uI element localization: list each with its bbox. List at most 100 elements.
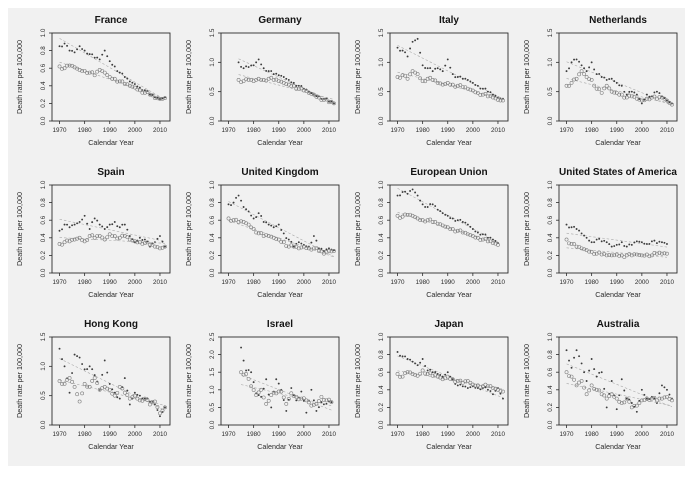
y-tick-label: 0.6 xyxy=(547,367,554,376)
y-axis-ticks: 0.0 0.5 1.0 1.5 xyxy=(378,28,390,125)
panel-title: Israel xyxy=(267,319,293,330)
x-tick-label: 1980 xyxy=(247,127,262,134)
y-tick-label: 0.4 xyxy=(40,81,47,90)
y-tick-label: 0.6 xyxy=(209,215,216,224)
x-tick-label: 2000 xyxy=(466,431,481,438)
y-tick-label: 1.0 xyxy=(40,361,47,370)
y-axis-label: Death rate per 100,000 xyxy=(522,344,531,418)
plot-box xyxy=(389,336,509,426)
x-axis-ticks: 1970 1980 1990 2000 2010 xyxy=(560,425,674,438)
x-tick-label: 1970 xyxy=(53,431,68,438)
y-tick-label: 1.5 xyxy=(378,28,385,37)
x-axis-label: Calendar Year xyxy=(257,290,303,299)
x-tick-label: 1970 xyxy=(53,127,68,134)
y-axis-label: Death rate per 100,000 xyxy=(522,40,531,114)
x-tick-label: 2000 xyxy=(466,127,481,134)
y-axis-label: Death rate per 100,000 xyxy=(184,192,193,266)
panel-hong-kong: Hong Kong 1970 1980 1990 2000 2010 0.0 0.5 1.0 1.… xyxy=(15,319,171,451)
panel-title: Spain xyxy=(97,167,124,178)
x-tick-label: 1980 xyxy=(416,431,431,438)
x-axis-label: Calendar Year xyxy=(426,442,472,451)
plot-box xyxy=(558,32,678,122)
y-tick-label: 0.0 xyxy=(378,268,385,277)
x-tick-label: 2000 xyxy=(128,431,143,438)
plot-box xyxy=(51,184,171,274)
x-axis-label: Calendar Year xyxy=(257,138,303,147)
x-tick-label: 1970 xyxy=(560,127,575,134)
y-tick-label: 2.5 xyxy=(209,332,216,341)
series-lower-rate-points xyxy=(236,75,336,106)
y-tick-label: 0.6 xyxy=(378,367,385,376)
panel-italy: Italy 1970 1980 1990 2000 2010 0.0 0.5 1.0 1.5 Dea… xyxy=(353,15,509,147)
trend-line-upper-rate xyxy=(566,232,667,248)
panel-grid: France 1970 1980 1990 2000 2010 0.0 0.2 0.4 0.6 0.… xyxy=(8,8,685,465)
plot-box xyxy=(558,336,678,426)
y-tick-label: 0.2 xyxy=(547,251,554,260)
trend-line-lower-rate xyxy=(566,247,667,258)
y-tick-label: 0.2 xyxy=(40,99,47,108)
y-axis-ticks: 0.0 0.5 1.0 1.5 xyxy=(547,28,559,125)
x-axis-label: Calendar Year xyxy=(88,442,134,451)
x-tick-label: 1990 xyxy=(441,127,456,134)
y-tick-label: 1.0 xyxy=(378,332,385,341)
series-lower-rate-points xyxy=(239,370,334,408)
trend-line-lower-rate xyxy=(238,74,335,100)
y-tick-label: 1.0 xyxy=(40,180,47,189)
y-tick-label: 1.5 xyxy=(209,367,216,376)
x-axis-ticks: 1970 1980 1990 2000 2010 xyxy=(391,425,506,438)
y-axis-ticks: 0.0 0.5 1.0 1.5 xyxy=(209,28,221,125)
x-tick-label: 2000 xyxy=(297,279,312,286)
y-tick-label: 0.4 xyxy=(378,385,385,394)
x-tick-label: 2010 xyxy=(491,431,506,438)
plot-box xyxy=(51,32,171,122)
panel-title: Hong Kong xyxy=(84,319,138,330)
panel-united-states-of-america: United States of America 1970 1980 1990 2000… xyxy=(522,167,678,299)
x-axis-label: Calendar Year xyxy=(595,290,641,299)
x-axis-ticks: 1970 1980 1990 2000 2010 xyxy=(391,273,505,286)
y-tick-label: 0.6 xyxy=(378,215,385,224)
x-tick-label: 1980 xyxy=(585,431,600,438)
panel-japan: Japan 1970 1980 1990 2000 2010 0.0 0.2 0.4 0.6 0.8… xyxy=(353,319,509,451)
y-axis-label: Death rate per 100,000 xyxy=(15,40,24,114)
x-axis-label: Calendar Year xyxy=(88,290,134,299)
series-lower-rate-points xyxy=(564,370,674,410)
trend-line-lower-rate xyxy=(228,220,335,258)
y-tick-label: 0.0 xyxy=(547,268,554,277)
trend-line-upper-rate xyxy=(397,45,504,100)
x-tick-label: 2000 xyxy=(128,127,143,134)
panel-spain: Spain 1970 1980 1990 2000 2010 0.0 0.2 0.4 0.6 0.8… xyxy=(15,167,171,299)
trend-line-lower-rate xyxy=(397,212,499,244)
y-tick-label: 0.0 xyxy=(40,268,47,277)
x-tick-label: 1970 xyxy=(391,127,406,134)
series-lower-rate-points xyxy=(226,216,336,256)
y-axis-ticks: 0.0 0.2 0.4 0.6 0.8 1.0 xyxy=(547,180,559,277)
x-tick-label: 1990 xyxy=(272,127,287,134)
series-lower-rate-points xyxy=(57,376,167,416)
y-axis-label: Death rate per 100,000 xyxy=(184,40,193,114)
series-lower-rate-points xyxy=(395,212,500,247)
x-tick-label: 1970 xyxy=(560,279,575,286)
series-lower-rate-points xyxy=(395,368,505,394)
y-axis-label: Death rate per 100,000 xyxy=(15,344,24,418)
panel-title: Netherlands xyxy=(589,15,647,26)
y-axis-ticks: 0.0 0.5 1.0 1.5 xyxy=(40,332,52,429)
x-tick-label: 1990 xyxy=(441,431,456,438)
series-lower-rate-points xyxy=(395,69,505,103)
x-tick-label: 2010 xyxy=(491,127,506,134)
plot-box xyxy=(220,32,340,122)
y-tick-label: 1.0 xyxy=(209,180,216,189)
x-tick-label: 1980 xyxy=(247,431,262,438)
plot-box xyxy=(558,184,678,274)
trend-line-lower-rate xyxy=(397,370,504,390)
x-tick-label: 1990 xyxy=(610,279,625,286)
y-axis-label: Death rate per 100,000 xyxy=(353,40,362,114)
y-tick-label: 0.5 xyxy=(547,87,554,96)
y-axis-ticks: 0.0 0.2 0.4 0.6 0.8 1.0 xyxy=(40,180,52,277)
trend-line-upper-rate xyxy=(59,358,166,411)
trend-line-lower-rate xyxy=(397,71,504,100)
x-tick-label: 1980 xyxy=(416,127,431,134)
y-tick-label: 1.0 xyxy=(40,28,47,37)
y-tick-label: 0.2 xyxy=(40,251,47,260)
plot-box xyxy=(220,336,340,426)
